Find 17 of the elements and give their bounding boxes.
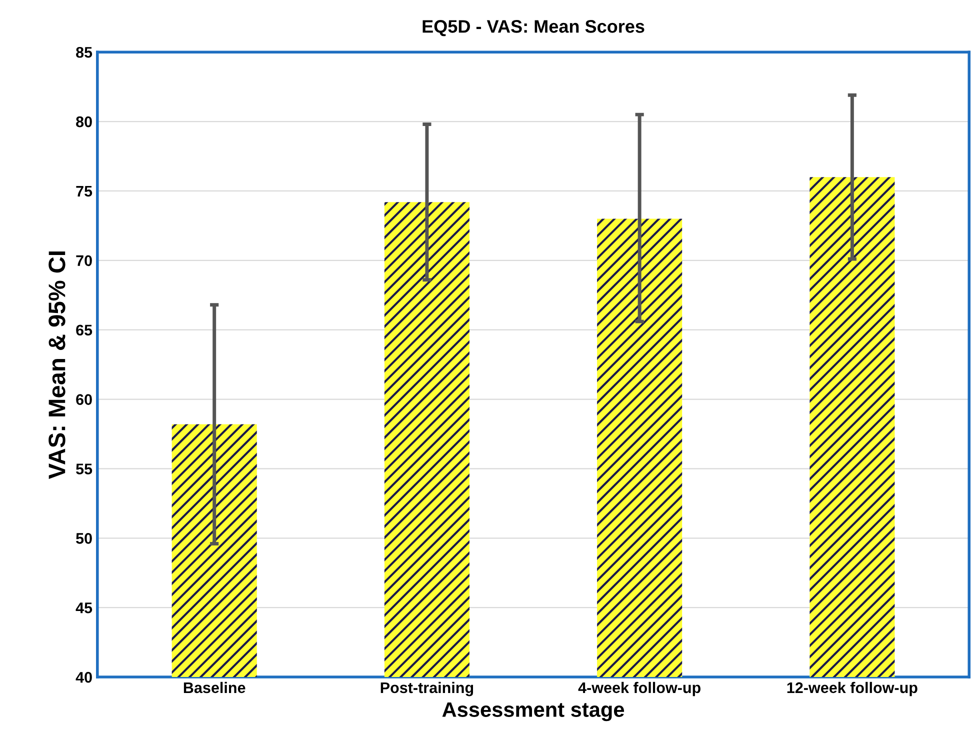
y-tick-label: 65 — [76, 324, 92, 336]
chart-title: EQ5D - VAS: Mean Scores — [422, 20, 644, 36]
y-tick-label: 45 — [76, 602, 92, 614]
x-tick-label: Post-training — [380, 682, 474, 696]
y-tick-label: 80 — [76, 116, 92, 128]
y-axis-title: VAS: Mean & 95% CI — [48, 252, 66, 479]
x-tick-label: Baseline — [184, 682, 246, 694]
y-tick-label: 70 — [76, 255, 92, 266]
y-tick-label: 60 — [76, 394, 92, 405]
y-tick-label: 85 — [76, 46, 92, 58]
y-tick-label: 75 — [76, 186, 92, 197]
x-tick-label: 12-week follow-up — [787, 682, 918, 696]
y-tick-label: 40 — [76, 672, 92, 683]
y-tick-label: 55 — [76, 464, 92, 474]
y-tick-label: 50 — [76, 533, 92, 544]
x-axis-title: Assessment stage — [442, 702, 624, 722]
x-tick-label: 4-week follow-up — [578, 682, 700, 696]
